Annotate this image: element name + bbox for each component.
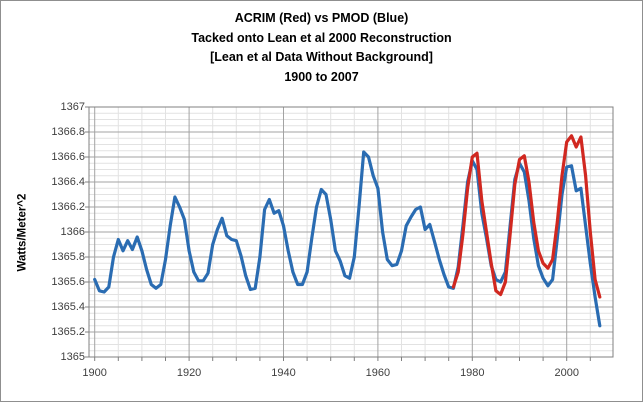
y-axis-tick-label: 1366.2 — [51, 201, 85, 213]
y-axis-tick-label: 1367 — [60, 101, 85, 113]
chart-title-line-1: ACRIM (Red) vs PMOD (Blue) — [234, 11, 409, 25]
y-axis-tick-label: 1366.8 — [51, 126, 85, 138]
x-axis-tick-label: 2000 — [554, 367, 579, 379]
chart-title: ACRIM (Red) vs PMOD (Blue) Tacked onto L… — [1, 9, 642, 87]
y-axis-tick-label: 1365 — [60, 351, 85, 363]
y-axis-tick-label: 1366.4 — [51, 176, 85, 188]
y-axis-tick-label: 1365.4 — [51, 301, 85, 313]
y-axis-tick-label: 1366 — [60, 226, 85, 238]
x-axis-tick-label: 1980 — [460, 367, 485, 379]
x-axis-tick-label: 1940 — [271, 367, 296, 379]
chart-title-line-4: 1900 to 2007 — [284, 69, 359, 84]
y-axis-tick-label: 1365.8 — [51, 251, 85, 263]
y-axis-tick-label: 1365.6 — [51, 276, 85, 288]
chart-title-line-2: Tacked onto Lean et al 2000 Reconstructi… — [191, 30, 452, 45]
chart-title-line-3: [Lean et al Data Without Background] — [210, 50, 433, 64]
y-axis-tick-label: 1365.2 — [51, 326, 85, 338]
x-axis-tick-label: 1960 — [365, 367, 391, 379]
x-axis-tick-label: 1900 — [82, 367, 107, 379]
x-axis-tick-label: 1920 — [176, 367, 202, 379]
y-axis-tick-label: 1366.6 — [51, 151, 85, 163]
